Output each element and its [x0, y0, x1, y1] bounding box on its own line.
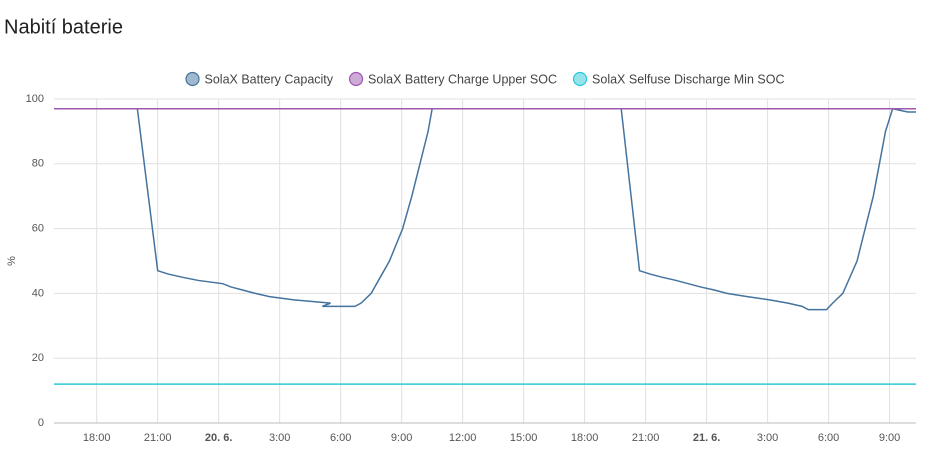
x-tick-label: 21:00	[632, 432, 660, 444]
chart-title: Nabití baterie	[4, 16, 123, 38]
legend-label: SolaX Selfuse Discharge Min SOC	[592, 72, 784, 86]
legend-marker	[185, 71, 200, 87]
x-tick-label: 6:00	[818, 432, 839, 444]
x-tick-label: 3:00	[269, 432, 290, 444]
y-tick-label: 0	[38, 417, 44, 429]
x-tick-label: 21:00	[144, 432, 172, 444]
x-tick-label: 3:00	[757, 432, 778, 444]
legend-marker	[572, 71, 588, 87]
x-tick-label: 20. 6.	[205, 432, 233, 444]
y-axis-label: %	[6, 256, 18, 266]
x-tick-label: 6:00	[330, 432, 351, 444]
y-tick-label: 40	[32, 287, 44, 299]
x-tick-label: 9:00	[879, 432, 900, 444]
y-tick-label: 100	[26, 93, 44, 105]
y-tick-label: 20	[32, 352, 44, 364]
x-tick-label: 18:00	[571, 432, 599, 444]
legend-label: SolaX Battery Charge Upper SOC	[368, 72, 557, 86]
y-tick-label: 60	[32, 223, 44, 235]
legend-label: SolaX Battery Capacity	[205, 72, 334, 86]
x-tick-label: 9:00	[391, 432, 412, 444]
line-series	[54, 107, 916, 311]
x-tick-label: 21. 6.	[693, 432, 721, 444]
legend-marker	[348, 71, 364, 87]
x-tick-label: 15:00	[510, 432, 538, 444]
y-tick-label: 80	[32, 158, 44, 170]
x-tick-label: 12:00	[449, 432, 477, 444]
x-tick-label: 18:00	[83, 432, 111, 444]
